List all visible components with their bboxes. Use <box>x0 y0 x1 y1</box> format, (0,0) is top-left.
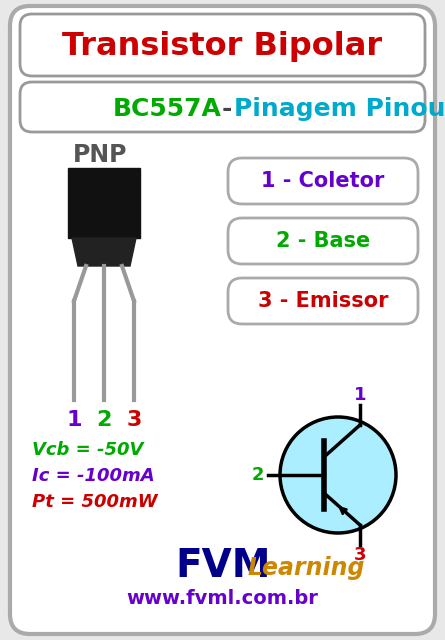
FancyBboxPatch shape <box>10 6 435 634</box>
Text: BC557A: BC557A <box>113 97 222 121</box>
Text: 1: 1 <box>354 386 366 404</box>
Text: Pinagem Pinout: Pinagem Pinout <box>234 97 445 121</box>
Text: 3: 3 <box>126 410 142 430</box>
Text: Learning: Learning <box>248 556 365 580</box>
Text: PNP: PNP <box>73 143 127 167</box>
Text: Pt = 500mW: Pt = 500mW <box>32 493 158 511</box>
Text: 3 - Emissor: 3 - Emissor <box>258 291 388 311</box>
FancyBboxPatch shape <box>228 218 418 264</box>
Text: 1: 1 <box>66 410 82 430</box>
FancyBboxPatch shape <box>20 14 425 76</box>
FancyBboxPatch shape <box>228 278 418 324</box>
Text: Ic = -100mA: Ic = -100mA <box>32 467 154 485</box>
FancyBboxPatch shape <box>20 82 425 132</box>
Text: Transistor Bipolar: Transistor Bipolar <box>62 31 382 63</box>
Text: -: - <box>222 97 232 121</box>
Bar <box>68 168 140 238</box>
Polygon shape <box>72 238 136 266</box>
Text: 1 - Coletor: 1 - Coletor <box>261 171 384 191</box>
Text: FVM: FVM <box>175 547 271 585</box>
FancyBboxPatch shape <box>228 158 418 204</box>
Text: Vcb = -50V: Vcb = -50V <box>32 441 143 459</box>
Text: 2 - Base: 2 - Base <box>276 231 370 251</box>
Text: 2: 2 <box>96 410 112 430</box>
Text: 3: 3 <box>354 546 366 564</box>
Text: www.fvml.com.br: www.fvml.com.br <box>126 589 318 607</box>
Text: 2: 2 <box>252 466 264 484</box>
Circle shape <box>280 417 396 533</box>
